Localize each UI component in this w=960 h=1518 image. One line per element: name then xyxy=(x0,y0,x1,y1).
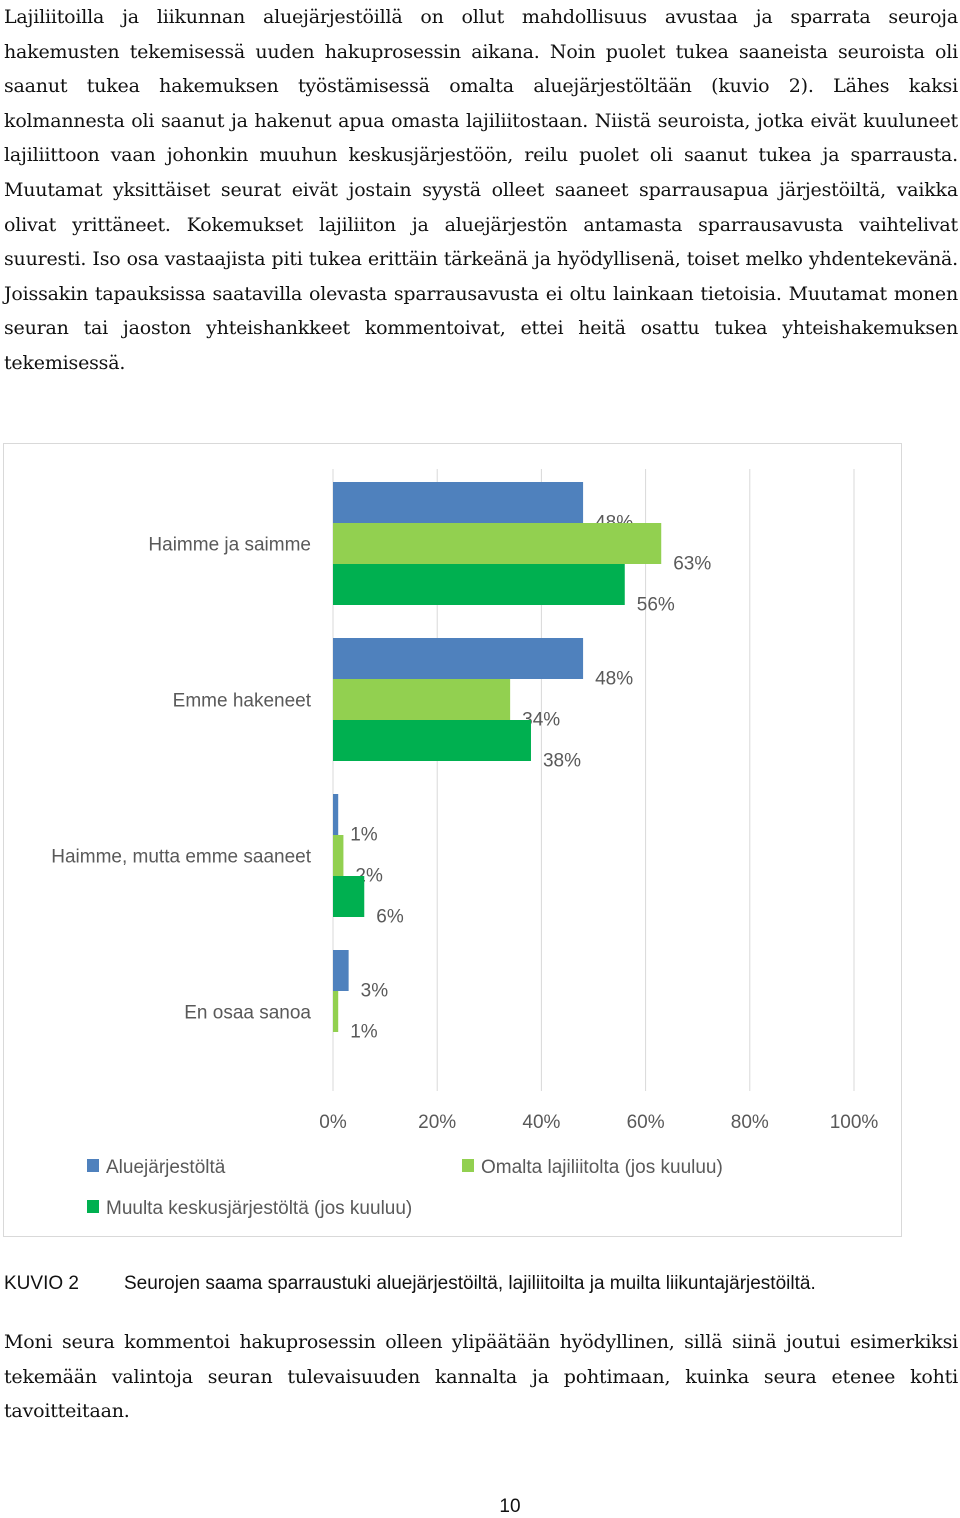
bar xyxy=(333,991,339,1032)
caption-text: Seurojen saama sparraustuki aluejärjestö… xyxy=(124,1273,816,1294)
data-label: 3% xyxy=(361,981,389,1002)
category-label: Emme hakeneet xyxy=(173,691,312,712)
x-tick-label: 0% xyxy=(319,1112,347,1133)
legend-swatch xyxy=(462,1159,474,1172)
bar xyxy=(333,950,349,991)
bar xyxy=(333,720,531,761)
body-paragraph-2: Moni seura kommentoi hakuprosessin ollee… xyxy=(4,1331,958,1423)
bar xyxy=(333,564,625,605)
data-label: 1% xyxy=(350,825,378,846)
x-tick-label: 20% xyxy=(418,1112,456,1133)
bar xyxy=(333,876,365,917)
legend-swatch xyxy=(87,1200,99,1213)
bar xyxy=(333,794,339,835)
x-tick-label: 40% xyxy=(522,1112,560,1133)
bar xyxy=(333,679,511,720)
data-label: 48% xyxy=(595,669,633,690)
data-label: 38% xyxy=(543,751,581,772)
data-label: 1% xyxy=(350,1022,378,1043)
category-label: Haimme, mutta emme saaneet xyxy=(51,847,311,868)
bar-chart: 0% 20% 40% 60% 80% 100% 48% 63% 56% Haimme ja sai… xyxy=(51,469,879,1219)
x-tick-label: 80% xyxy=(731,1112,769,1133)
page-number: 10 xyxy=(499,1496,521,1517)
category-label: En osaa sanoa xyxy=(184,1003,311,1024)
body-paragraph-1: Lajiliitoilla ja liikunnan aluejärjestöi… xyxy=(4,6,958,374)
bar xyxy=(333,638,584,679)
x-tick-label: 60% xyxy=(627,1112,665,1133)
chart-frame: 0% 20% 40% 60% 80% 100% 48% 63% 56% Haimme ja sai… xyxy=(3,443,902,1237)
data-label: 63% xyxy=(673,554,711,575)
legend-label: Omalta lajiliitolta (jos kuuluu) xyxy=(481,1157,723,1178)
category-label: Haimme ja saimme xyxy=(148,535,311,556)
data-label: 34% xyxy=(522,710,560,731)
data-label: 6% xyxy=(376,907,404,928)
x-tick-label: 100% xyxy=(830,1112,879,1133)
bar xyxy=(333,835,344,876)
caption-label: KUVIO 2 xyxy=(4,1273,79,1294)
legend-swatch xyxy=(87,1159,99,1172)
bar xyxy=(333,523,662,564)
bar xyxy=(333,482,584,523)
legend-label: Muulta keskusjärjestöltä (jos kuuluu) xyxy=(106,1198,412,1219)
legend-label: Aluejärjestöltä xyxy=(106,1157,226,1178)
data-label: 56% xyxy=(637,595,675,616)
